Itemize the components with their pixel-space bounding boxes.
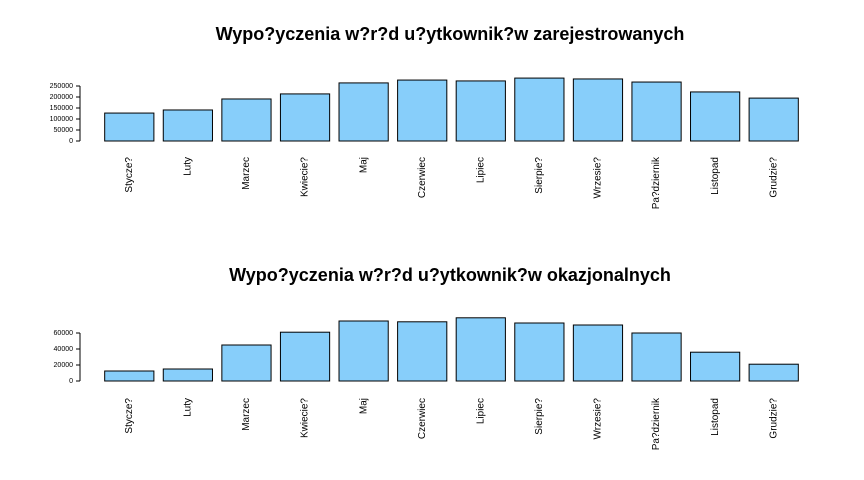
bar <box>455 80 506 142</box>
x-tick-label: Wrzesie? <box>593 157 604 199</box>
x-tick-label: Stycze? <box>124 157 135 193</box>
bar <box>338 82 389 142</box>
chart-title: Wypo?yczenia w?r?d u?ytkownik?w okazjona… <box>229 265 671 285</box>
chart-title: Wypo?yczenia w?r?d u?ytkownik?w zarejest… <box>216 24 685 44</box>
bar <box>397 79 448 142</box>
x-tick-label: Grudzie? <box>768 398 779 439</box>
y-tick-label: 0 <box>69 138 73 145</box>
bar <box>221 344 272 382</box>
x-tick-label: Listopad <box>710 398 721 436</box>
y-tick-label: 250000 <box>50 83 73 90</box>
x-tick-label: Stycze? <box>124 398 135 434</box>
bar <box>162 109 213 142</box>
bar <box>690 351 741 382</box>
bar <box>748 363 799 382</box>
bar <box>221 98 272 142</box>
x-tick-label: Czerwiec <box>417 398 428 439</box>
x-tick-label: Kwiecie? <box>300 157 311 197</box>
y-tick-label: 150000 <box>50 105 73 112</box>
x-tick-label: Luty <box>183 398 194 417</box>
bar <box>631 81 682 142</box>
y-tick-label: 200000 <box>50 94 73 101</box>
bar <box>104 370 155 382</box>
x-tick-label: Marzec <box>241 157 252 190</box>
bar <box>572 78 624 142</box>
bar <box>514 77 565 142</box>
y-tick-label: 0 <box>69 378 73 385</box>
bar <box>338 320 389 382</box>
bar <box>514 322 565 382</box>
y-tick-label: 50000 <box>54 127 74 134</box>
x-tick-label: Sierpie? <box>534 157 545 194</box>
bar <box>279 331 331 382</box>
y-tick-label: 40000 <box>54 346 74 353</box>
x-tick-label: Czerwiec <box>417 157 428 198</box>
bar <box>631 332 682 382</box>
x-tick-label: Maj <box>358 398 369 414</box>
bar <box>397 321 448 382</box>
x-tick-label: Lipiec <box>475 157 486 183</box>
x-tick-label: Listopad <box>710 157 721 195</box>
x-tick-label: Kwiecie? <box>300 398 311 438</box>
bar <box>104 112 155 142</box>
y-tick-label: 20000 <box>54 362 74 369</box>
bar <box>748 97 799 142</box>
bar <box>279 93 331 142</box>
x-tick-label: Sierpie? <box>534 398 545 435</box>
x-tick-label: Maj <box>358 157 369 173</box>
x-tick-label: Grudzie? <box>768 157 779 198</box>
bar <box>690 91 741 142</box>
bar <box>455 317 506 382</box>
x-tick-label: Pa?dziernik <box>651 397 662 450</box>
x-tick-label: Pa?dziernik <box>651 156 662 209</box>
y-tick-label: 100000 <box>50 116 73 123</box>
x-tick-label: Marzec <box>241 398 252 431</box>
x-tick-label: Wrzesie? <box>593 398 604 440</box>
bar <box>572 324 624 382</box>
x-tick-label: Luty <box>183 157 194 176</box>
x-tick-label: Lipiec <box>475 398 486 424</box>
y-tick-label: 60000 <box>54 330 74 337</box>
bar <box>162 368 213 382</box>
